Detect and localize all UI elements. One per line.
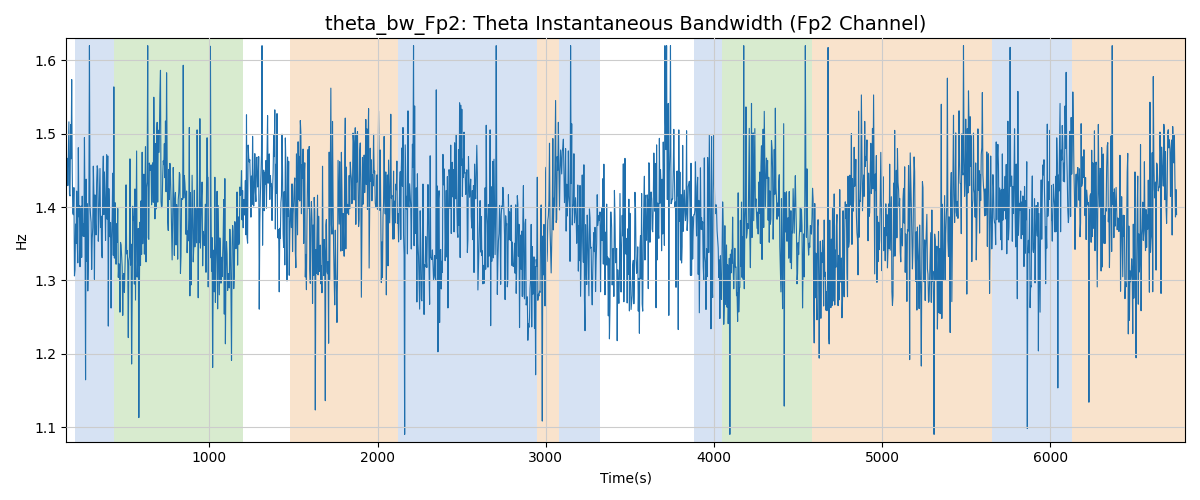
Bar — [114, 38, 244, 442]
Bar — [538, 38, 559, 442]
Bar — [74, 38, 114, 442]
Bar — [1073, 38, 1100, 442]
Bar — [722, 38, 811, 442]
X-axis label: Time(s): Time(s) — [600, 471, 652, 485]
Bar — [290, 38, 397, 442]
Y-axis label: Hz: Hz — [16, 231, 29, 249]
Bar — [397, 38, 538, 442]
Bar — [694, 38, 722, 442]
Bar — [559, 38, 600, 442]
Bar — [848, 38, 991, 442]
Bar — [811, 38, 848, 442]
Bar — [991, 38, 1073, 442]
Bar — [1100, 38, 1186, 442]
Title: theta_bw_Fp2: Theta Instantaneous Bandwidth (Fp2 Channel): theta_bw_Fp2: Theta Instantaneous Bandwi… — [325, 15, 926, 35]
